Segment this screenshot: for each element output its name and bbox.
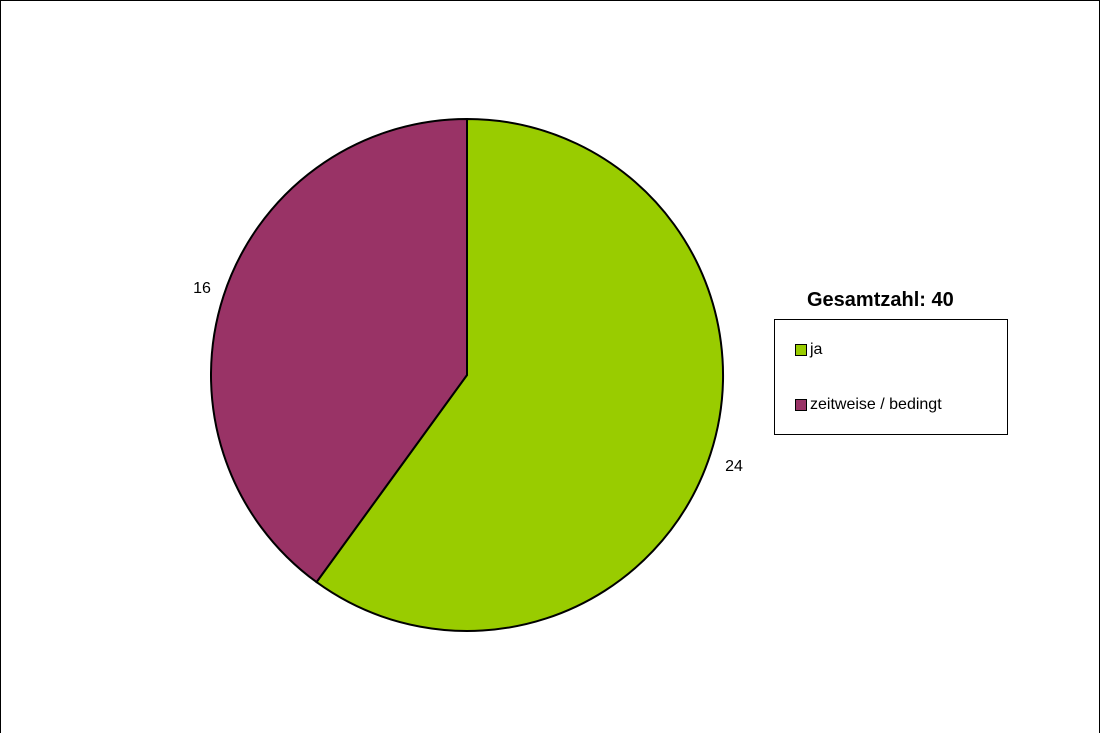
pie-slice-zeitweise-bedingt bbox=[210, 117, 468, 584]
data-label-zeitweise-bedingt: 16 bbox=[193, 280, 211, 297]
legend-label-zeitweise-bedingt: zeitweise / bedingt bbox=[810, 396, 942, 413]
legend-item-ja: ja bbox=[795, 340, 822, 360]
legend-title: Gesamtzahl: 40 bbox=[807, 289, 954, 311]
legend-swatch-zeitweise-bedingt bbox=[795, 399, 807, 411]
legend-item-zeitweise-bedingt: zeitweise / bedingt bbox=[795, 395, 942, 415]
legend-swatch-ja bbox=[795, 344, 807, 356]
data-label-ja: 24 bbox=[725, 458, 743, 475]
legend: ja zeitweise / bedingt bbox=[774, 319, 1008, 435]
pie-slice-ja bbox=[315, 117, 724, 632]
legend-label-ja: ja bbox=[810, 341, 823, 358]
